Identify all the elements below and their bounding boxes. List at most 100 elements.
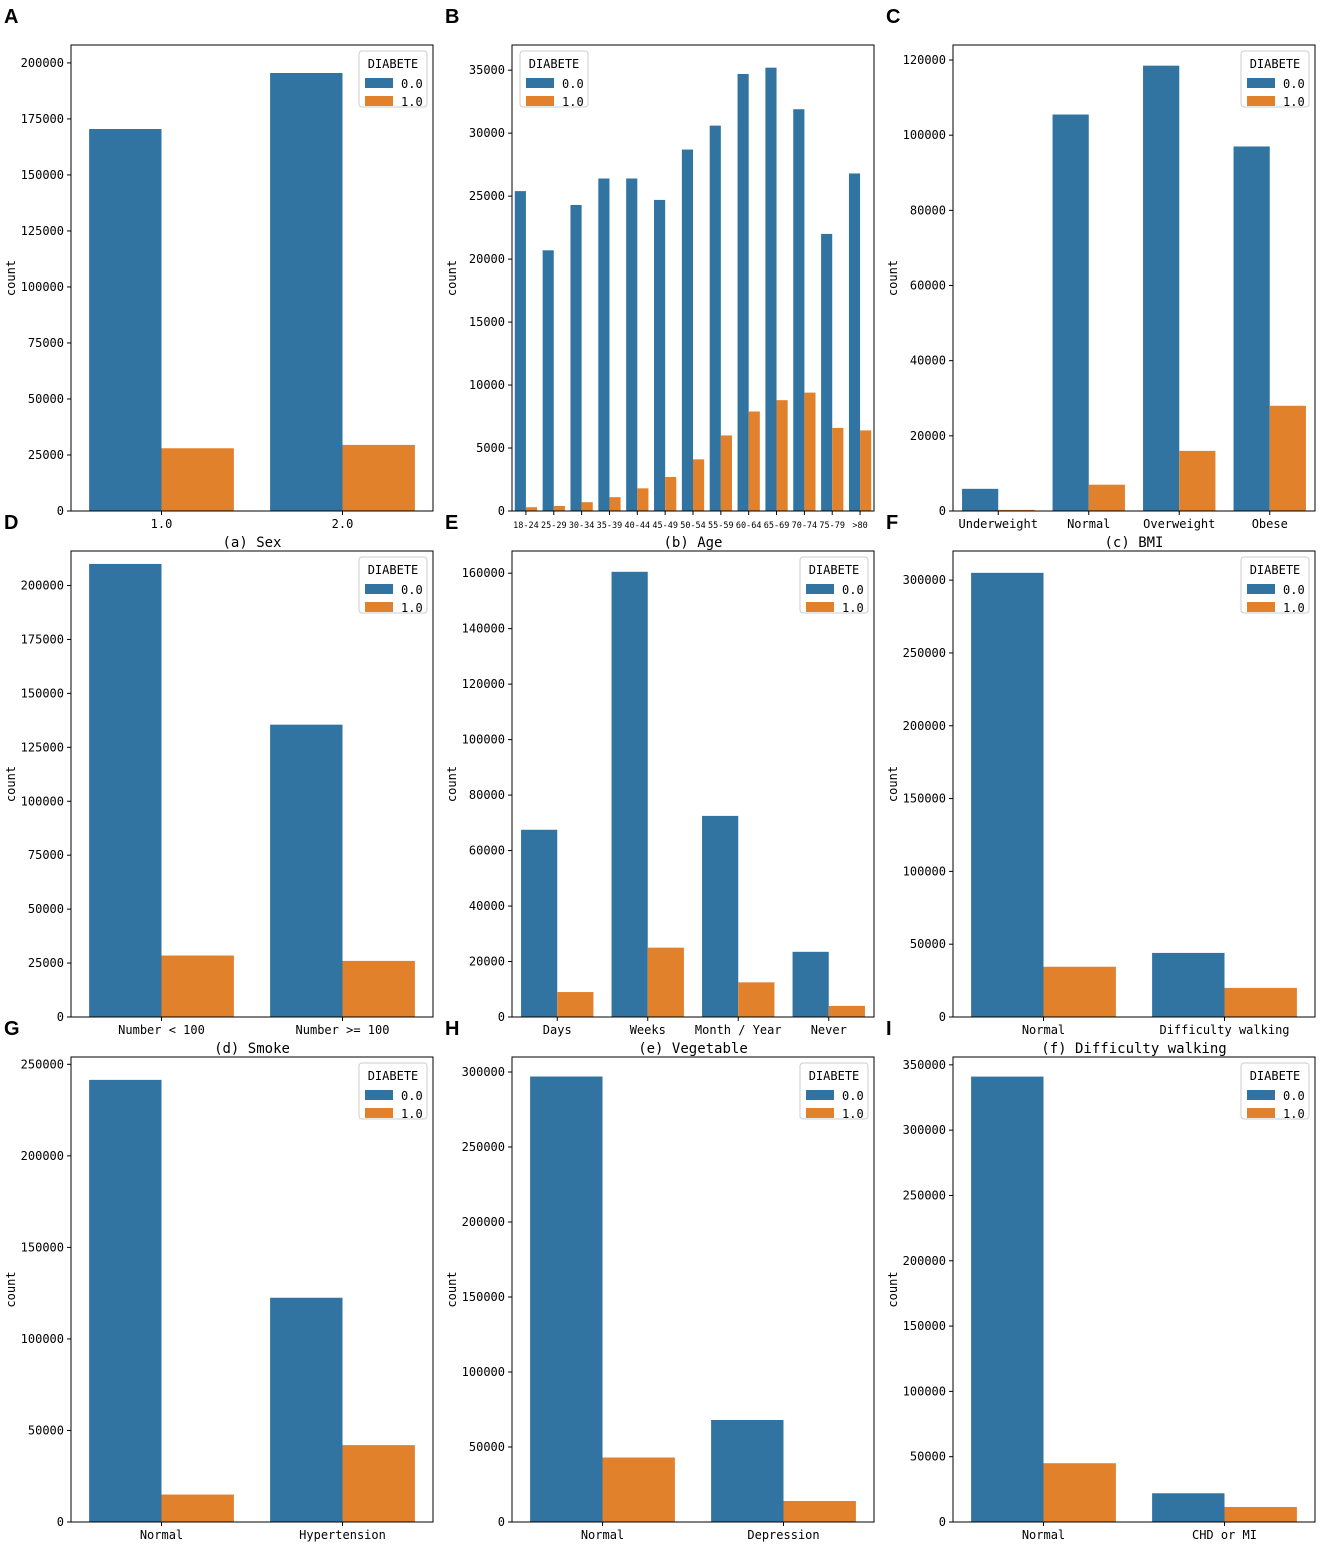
panel-e-letter: E <box>445 512 458 534</box>
bar-normal-diabete-0-0 <box>89 1079 162 1522</box>
bar-normal-diabete-1-0 <box>1088 484 1125 511</box>
legend-title: DIABETE <box>368 563 419 577</box>
legend-swatch <box>1247 96 1275 106</box>
panel-i-letter: I <box>886 1018 892 1040</box>
bar-70-74-diabete-0-0 <box>793 109 805 511</box>
y-tick-label: 250000 <box>462 1140 505 1154</box>
panel-g: G 0 50000 100000 150000 200000 250000 Normal Hyp… <box>4 1018 434 1542</box>
panel-e-frame <box>511 550 875 1018</box>
legend-entry-label: 1.0 <box>842 1107 864 1121</box>
y-tick-label: 25000 <box>28 956 64 970</box>
y-tick-label: 200000 <box>462 1215 505 1229</box>
y-tick-label: 100000 <box>21 1332 64 1346</box>
x-tick-label: 2.0 <box>332 517 354 531</box>
legend: DIABETE 0.0 1.0 <box>519 50 589 109</box>
bar-never-diabete-0-0 <box>792 951 829 1017</box>
x-tick-label: 75-79 <box>819 521 845 531</box>
x-tick-label: CHD or MI <box>1192 1528 1257 1542</box>
x-tick-label: Overweight <box>1143 517 1215 531</box>
y-tick-label: 100000 <box>903 128 946 142</box>
panel-f-letter: F <box>886 512 898 534</box>
bar-50-54-diabete-0-0 <box>681 149 693 512</box>
legend-swatch <box>1247 78 1275 88</box>
x-tick-label: 50-54 <box>680 521 706 531</box>
bar-35-39-diabete-1-0 <box>609 497 621 511</box>
x-tick-label: 25-29 <box>541 521 567 531</box>
y-tick-label: 20000 <box>469 252 505 266</box>
bar-40-44-diabete-1-0 <box>637 488 649 511</box>
panel-caption: (a) Sex <box>222 535 281 551</box>
legend-swatch <box>1247 1108 1275 1118</box>
legend-title: DIABETE <box>1250 563 1301 577</box>
bar-obese-diabete-1-0 <box>1269 405 1306 511</box>
legend-title: DIABETE <box>1250 57 1301 71</box>
y-tick-label: 250000 <box>903 1188 946 1202</box>
y-tick-label: 50000 <box>469 1440 505 1454</box>
panel-e: E 0 20000 40000 60000 80000 100000 120000 140000… <box>445 512 875 1057</box>
bar-weeks-diabete-1-0 <box>647 947 684 1017</box>
panel-d-frame <box>70 550 434 1018</box>
legend-swatch <box>526 96 554 106</box>
y-tick-label: 175000 <box>21 112 64 126</box>
y-tick-label: 35000 <box>469 63 505 77</box>
y-axis-label: count <box>886 766 900 802</box>
bar-40-44-diabete-0-0 <box>626 178 638 511</box>
bar-2-0-diabete-1-0 <box>342 444 415 511</box>
y-tick-label: 100000 <box>21 280 64 294</box>
legend-swatch <box>365 96 393 106</box>
bar-normal-diabete-0-0 <box>971 572 1044 1017</box>
legend: DIABETE 0.0 1.0 <box>1240 1062 1310 1121</box>
y-tick-label: 60000 <box>910 279 946 293</box>
y-tick-label: 40000 <box>910 354 946 368</box>
y-tick-label: 75000 <box>28 848 64 862</box>
legend-swatch <box>365 584 393 594</box>
legend-entry-label: 0.0 <box>401 1089 423 1103</box>
panel-i: I 0 50000 100000 150000 200000 250000 300000 350… <box>886 1018 1316 1542</box>
legend-entry-label: 0.0 <box>1283 77 1305 91</box>
y-tick-label: 20000 <box>469 955 505 969</box>
panel-caption: (b) Age <box>663 535 722 551</box>
y-tick-label: 150000 <box>21 686 64 700</box>
legend-entry-label: 1.0 <box>842 601 864 615</box>
legend-entry-label: 0.0 <box>401 77 423 91</box>
bar-normal-diabete-1-0 <box>1043 1463 1116 1522</box>
panel-a-frame <box>70 44 434 512</box>
legend-entry-label: 1.0 <box>1283 1107 1305 1121</box>
x-tick-label: Depression <box>747 1528 819 1542</box>
bar-difficulty-walking-diabete-0-0 <box>1152 952 1225 1017</box>
legend-title: DIABETE <box>1250 1069 1301 1083</box>
bar-number-100-diabete-0-0 <box>89 563 162 1017</box>
x-tick-label: Obese <box>1252 517 1288 531</box>
y-tick-label: 250000 <box>21 1057 64 1071</box>
y-tick-label: 50000 <box>28 1423 64 1437</box>
y-tick-label: 200000 <box>21 56 64 70</box>
x-tick-label: >80 <box>852 521 867 531</box>
panel-d-letter: D <box>4 512 18 534</box>
y-tick-label: 0 <box>939 1010 946 1024</box>
panel-h: H 0 50000 100000 150000 200000 250000 300000 Nor… <box>445 1018 875 1542</box>
y-tick-label: 300000 <box>903 1123 946 1137</box>
legend: DIABETE 0.0 1.0 <box>1240 556 1310 615</box>
bar-45-49-diabete-0-0 <box>654 199 666 511</box>
x-tick-label: Weeks <box>630 1023 666 1037</box>
y-tick-label: 200000 <box>903 1254 946 1268</box>
y-axis-label: count <box>886 1271 900 1307</box>
panel-g-frame <box>70 1056 434 1523</box>
legend-swatch <box>806 1090 834 1100</box>
bar-25-29-diabete-0-0 <box>542 250 554 512</box>
bar-1-0-diabete-0-0 <box>89 129 162 511</box>
bar-30-34-diabete-0-0 <box>570 204 582 511</box>
y-tick-label: 120000 <box>903 53 946 67</box>
y-tick-label: 0 <box>498 1010 505 1024</box>
x-tick-label: 35-39 <box>597 521 623 531</box>
bar-normal-diabete-0-0 <box>530 1076 603 1522</box>
panel-a-letter: A <box>4 6 18 28</box>
bar--80-diabete-0-0 <box>848 173 861 511</box>
x-tick-label: Normal <box>581 1528 624 1542</box>
bar-month-year-diabete-0-0 <box>702 815 739 1017</box>
y-tick-label: 60000 <box>469 844 505 858</box>
legend-entry-label: 1.0 <box>562 95 584 109</box>
bar-normal-diabete-1-0 <box>1043 966 1116 1017</box>
bar-underweight-diabete-0-0 <box>962 488 999 511</box>
